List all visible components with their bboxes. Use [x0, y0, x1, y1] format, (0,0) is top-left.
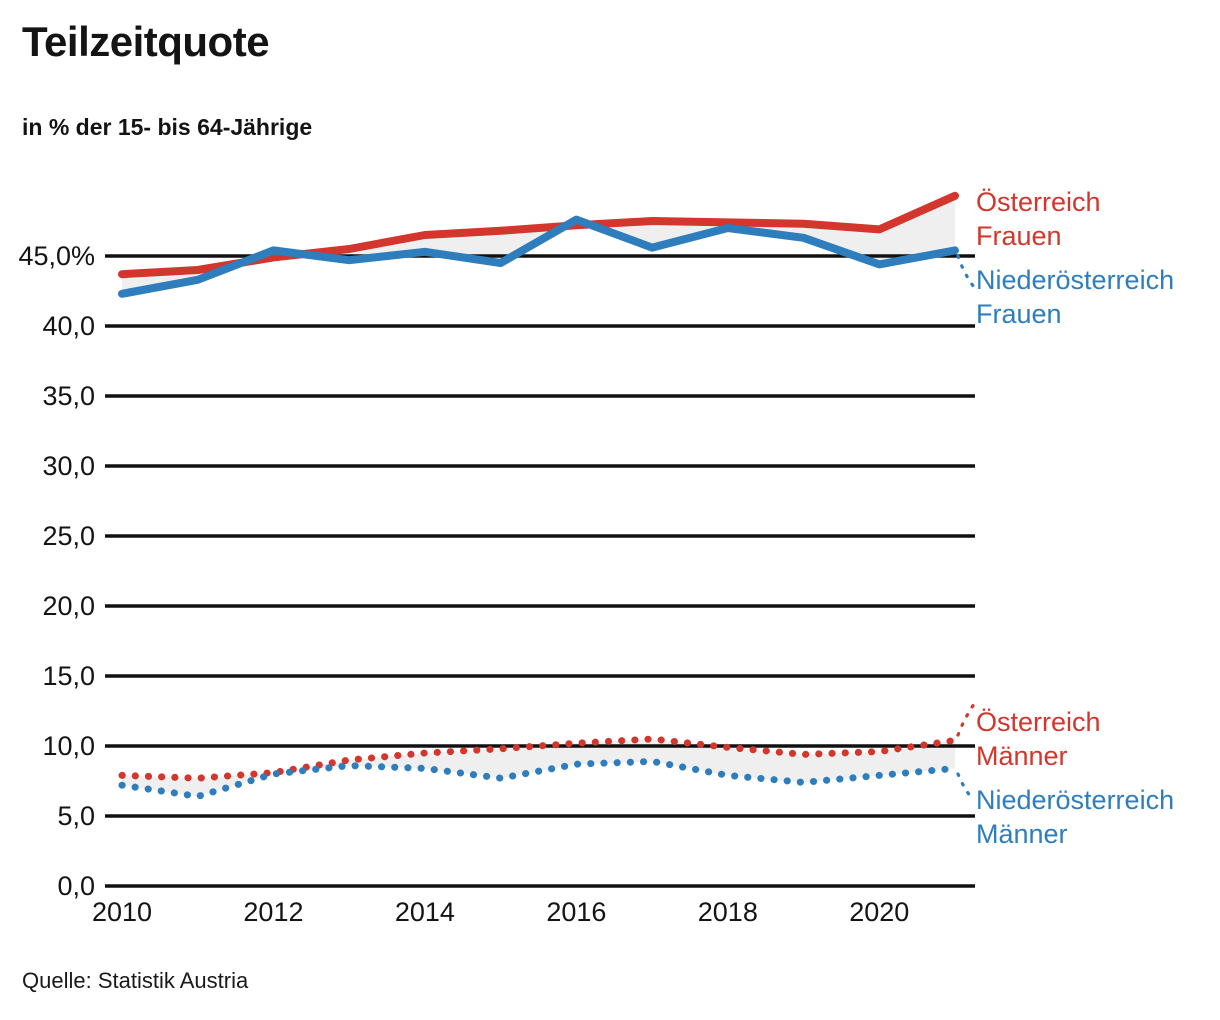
legend-niederoesterreich-maenner: Niederösterreich Männer: [976, 785, 1175, 849]
legend-connector: [956, 254, 976, 289]
x-tick-label: 2010: [92, 897, 152, 927]
source-note: Quelle: Statistik Austria: [22, 968, 249, 993]
legend-niederoesterreich-frauen: Niederösterreich Frauen: [976, 265, 1175, 329]
series-line-oesterreich-maenner: [118, 735, 959, 782]
y-tick-label: 35,0: [42, 381, 95, 411]
y-tick-label: 10,0: [42, 731, 95, 761]
series-line-niederoesterreich-maenner: [118, 757, 959, 800]
page-title: Teilzeitquote: [22, 18, 270, 65]
chart-subtitle: in % der 15- bis 64-Jährige: [22, 114, 313, 140]
y-tick-label: 40,0: [42, 311, 95, 341]
y-tick-label: 5,0: [57, 801, 95, 831]
x-tick-label: 2018: [698, 897, 758, 927]
y-tick-label: 25,0: [42, 521, 95, 551]
x-tick-label: 2020: [849, 897, 909, 927]
y-tick-label: 15,0: [42, 661, 95, 691]
y-tick-label: 20,0: [42, 591, 95, 621]
x-tick-label: 2012: [243, 897, 303, 927]
y-tick-label: 0,0: [57, 871, 95, 901]
legend-oesterreich-frauen: Österreich Frauen: [976, 187, 1101, 251]
y-tick-label: 45,0%: [18, 241, 95, 271]
series-line-niederoesterreich-frauen: [118, 215, 959, 298]
legend-oesterreich-maenner: Österreich Männer: [976, 707, 1101, 771]
legend-connector: [956, 772, 976, 803]
x-tick-label: 2014: [395, 897, 455, 927]
x-tick-label: 2016: [546, 897, 606, 927]
legend-connector: [956, 702, 976, 737]
y-tick-label: 30,0: [42, 451, 95, 481]
